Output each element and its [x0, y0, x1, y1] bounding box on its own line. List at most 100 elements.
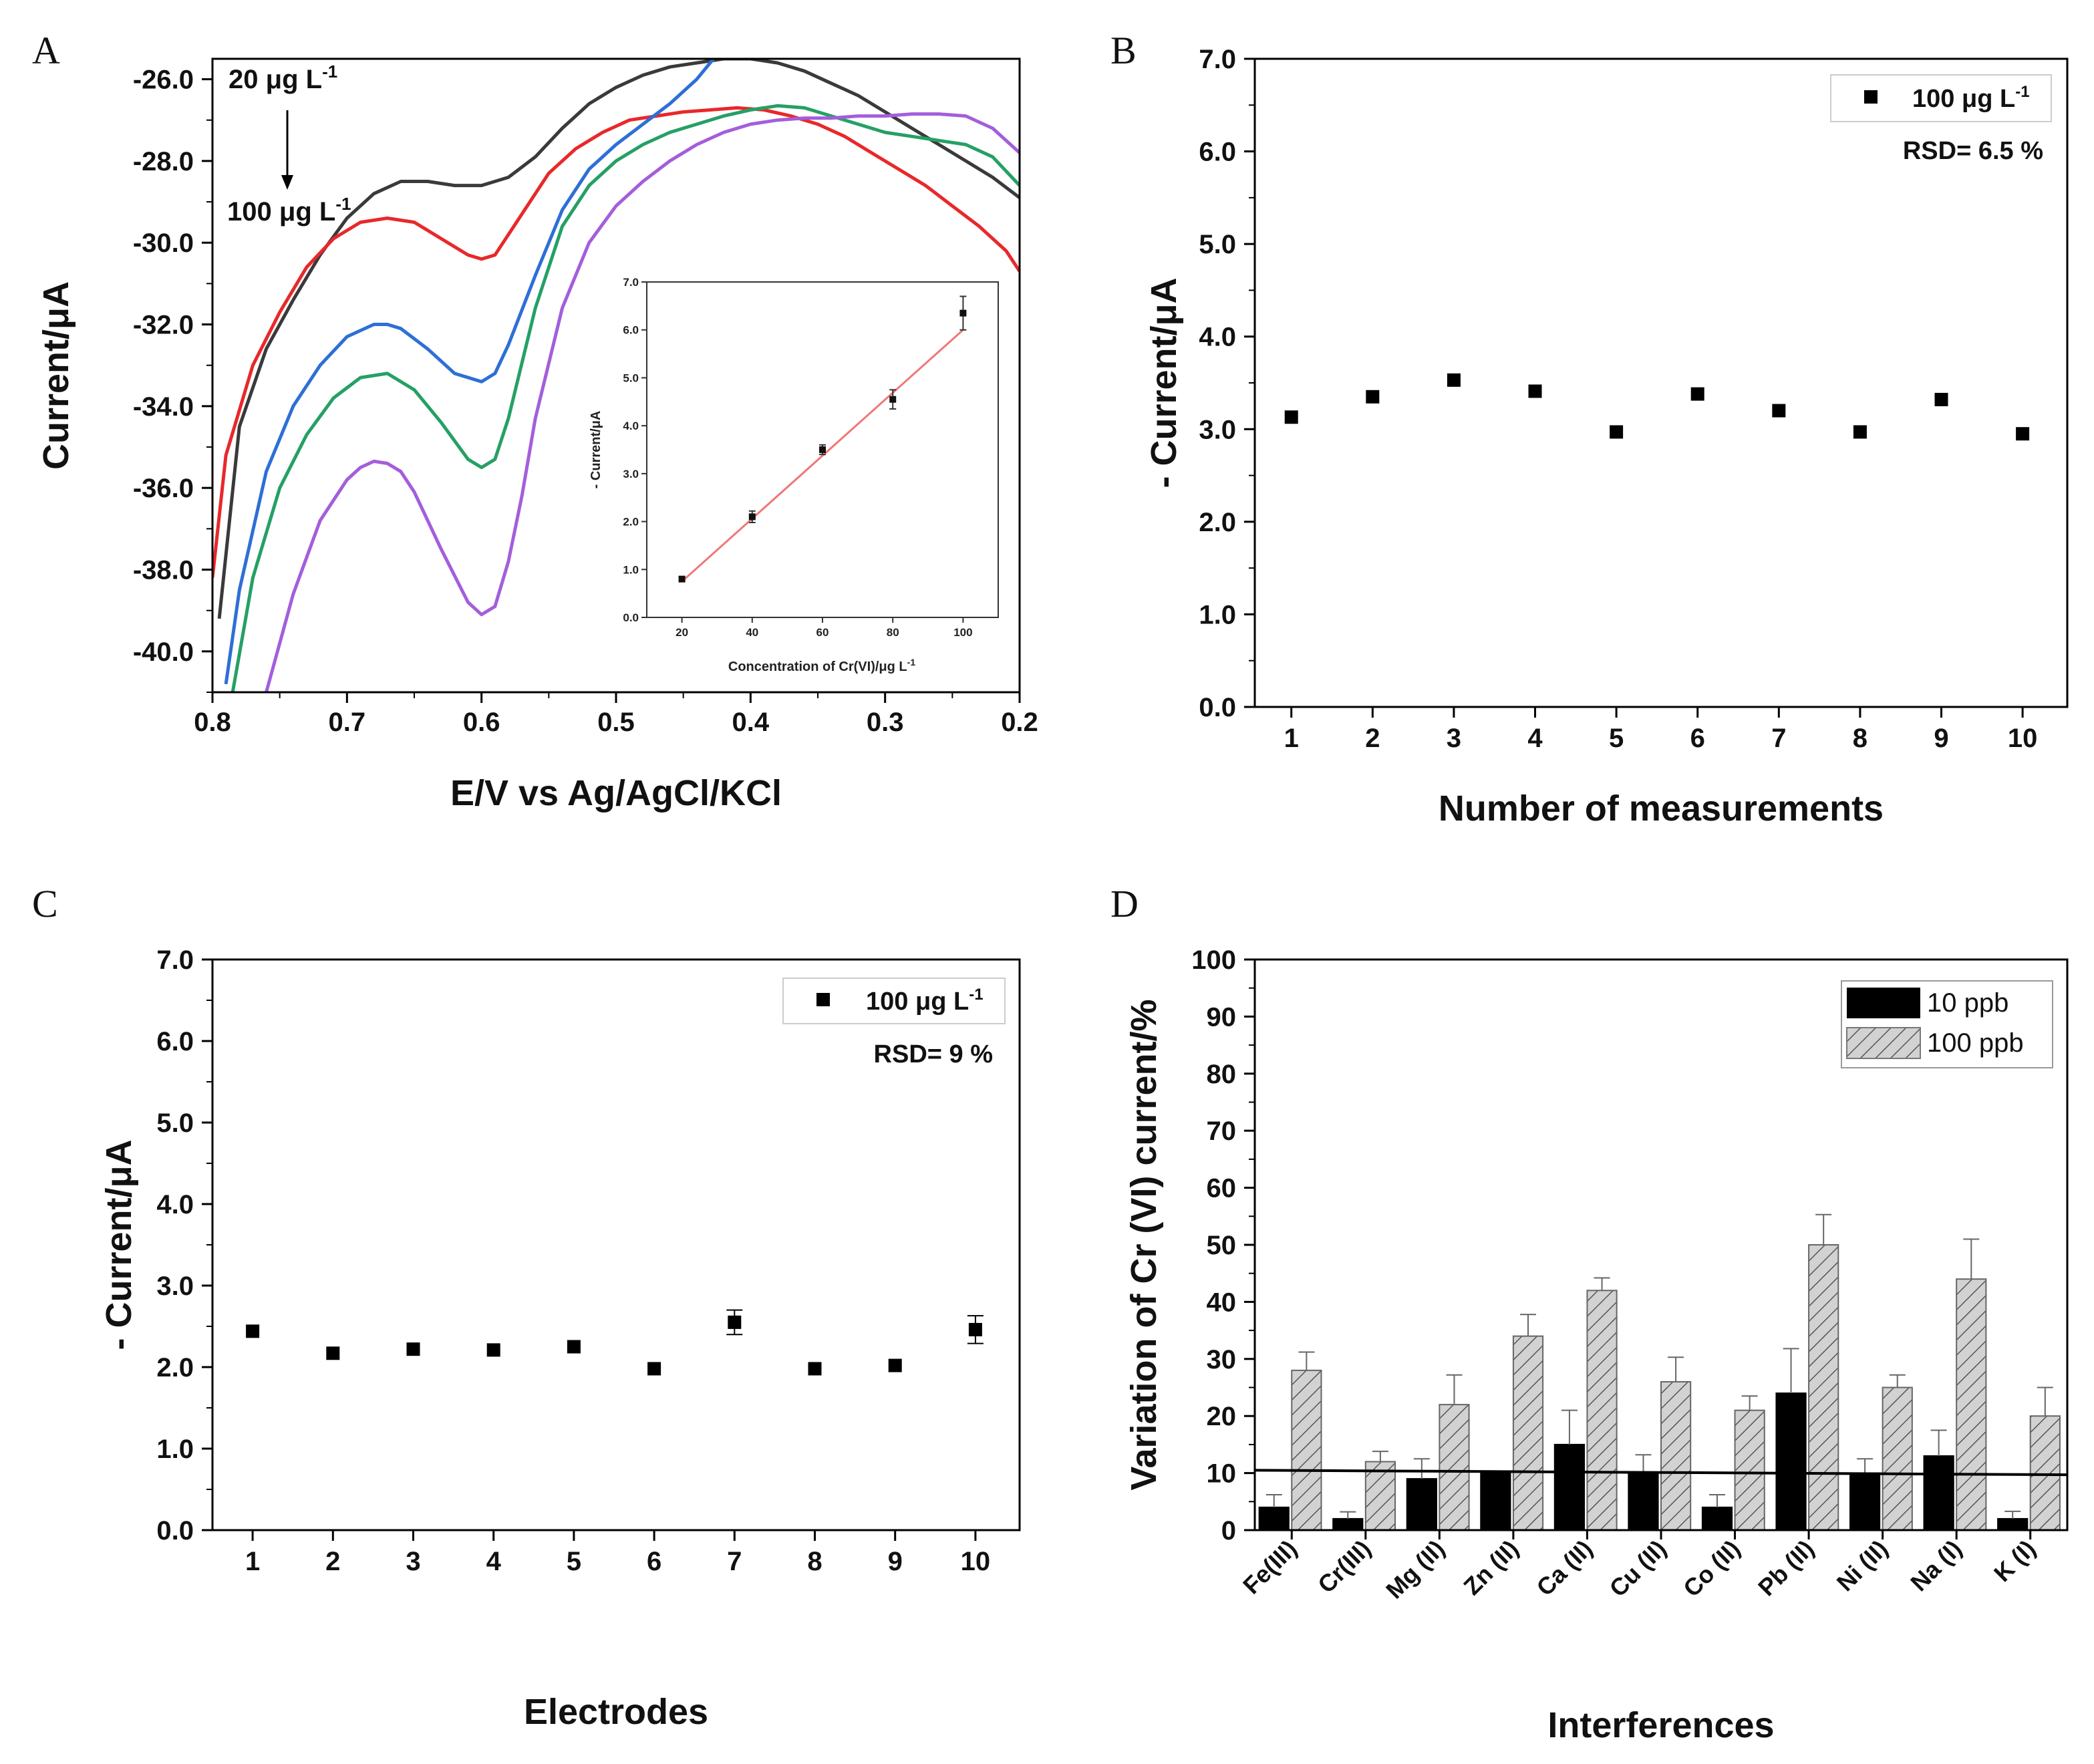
panel-d-y-tick-label: 20 — [1207, 1402, 1237, 1431]
inset-ticks: 20 40 60 80 100 0.0 1.0 2.0 3.0 4.0 5.0 6.0 7.0 — [623, 276, 972, 639]
panel-b-y-tick-label: 4.0 — [1199, 323, 1236, 352]
panel-a-curve-series — [212, 106, 1020, 578]
panel-c-y-axis-title: - Current/μA — [99, 1139, 139, 1350]
panel-d-y-tick-label: 90 — [1207, 1002, 1237, 1032]
panel-b-x-tick-label: 8 — [1853, 724, 1867, 753]
panel-c-frame — [211, 958, 1021, 1531]
panel-c-data-point — [968, 1322, 982, 1336]
panel-d-bar-100ppb — [1586, 1290, 1618, 1531]
panel-b-x-tick-label: 1 — [1284, 724, 1299, 753]
inset-y-tick-label: 4.0 — [623, 420, 639, 432]
panel-d-bar-10ppb — [1553, 1443, 1586, 1531]
panel-a-y-tick-label: -34.0 — [133, 392, 194, 422]
panel-d-y-tick-label: 50 — [1207, 1231, 1237, 1260]
inset-x-tick-label: 40 — [746, 626, 758, 639]
panel-b-y-tick-label: 2.0 — [1199, 508, 1236, 537]
panel-c-reproducibility: 1 2 3 4 5 6 7 8 9 10 0.0 1.0 2.0 3.0 4.0 5.0 6.0 7.0 Elec… — [99, 945, 1021, 1732]
panel-b-legend-marker — [1864, 90, 1878, 104]
panel-c-points — [246, 1309, 984, 1376]
panel-b-x-axis-title: Number of measurements — [1439, 788, 1884, 829]
panel-c-data-point — [246, 1324, 260, 1338]
panel-a-x-tick-label: 0.7 — [329, 708, 366, 737]
panel-d-legend-label-100ppb: 100 ppb — [1927, 1028, 2024, 1058]
panel-a-curve-series — [265, 112, 1020, 692]
panel-a-curve-series — [231, 104, 1020, 692]
inset-y-tick-label: 7.0 — [623, 276, 639, 289]
panel-c-y-tick-label: 6.0 — [156, 1027, 194, 1056]
panel-b-legend-sup: -1 — [2015, 83, 2029, 101]
panel-b-y-tick-label: 5.0 — [1199, 230, 1236, 259]
inset-y-tick-label: 5.0 — [623, 372, 639, 384]
panel-a-x-tick-label: 0.3 — [867, 708, 904, 737]
panel-b-data-point — [1853, 425, 1867, 439]
panel-b-repeatability: 1 2 3 4 5 6 7 8 9 10 0.0 1.0 2.0 3.0 4.0 5.0 6.0 7.0 Numb… — [1144, 45, 2069, 829]
panel-c-x-tick-label: 5 — [567, 1547, 581, 1576]
panel-a-y-axis-title: Current/μA — [36, 281, 76, 470]
panel-d-legend-swatch-10ppb — [1847, 988, 1920, 1018]
inset-x-tick-label: 100 — [953, 626, 972, 639]
panel-b-y-axis-title: - Current/μA — [1144, 277, 1184, 488]
panel-d-bar-100ppb — [1660, 1380, 1692, 1531]
panel-d-x-tick-label: Ni (II) — [1831, 1535, 1894, 1597]
panel-b-x-tick-label: 9 — [1934, 724, 1948, 753]
panel-a-y-tick-label: -40.0 — [133, 637, 194, 667]
panel-c-data-point — [486, 1343, 500, 1357]
inset-y-tick-label: 1.0 — [623, 563, 639, 576]
panel-b-points — [1284, 373, 2030, 441]
panel-d-bar-10ppb — [1923, 1455, 1954, 1531]
panel-c-x-axis-title: Electrodes — [524, 1692, 708, 1732]
panel-c-x-tick-label: 4 — [486, 1547, 502, 1576]
panel-a-arrow-head — [281, 175, 293, 190]
panel-d-x-tick-label: Cu (II) — [1604, 1535, 1672, 1602]
panel-c-x-tick-label: 2 — [325, 1547, 340, 1576]
panel-b-y-tick-label: 1.0 — [1199, 600, 1236, 629]
panel-a-annotation-bottom-sup: -1 — [335, 194, 351, 214]
panel-a-curve-series — [217, 59, 1020, 619]
panel-d-bar-10ppb — [1775, 1392, 1807, 1531]
panel-d-x-tick-label: Co (II) — [1678, 1535, 1745, 1602]
inset-data-point — [678, 575, 686, 583]
panel-d-x-tick-label: Cr(III) — [1312, 1535, 1376, 1598]
panel-d-bar-100ppb — [1882, 1386, 1913, 1531]
panel-b-frame — [1253, 57, 2069, 708]
panel-c-data-point — [808, 1362, 822, 1376]
panel-c-y-tick-label: 0.0 — [156, 1516, 194, 1546]
panel-b-data-point — [1284, 410, 1298, 424]
panel-b-x-tick-label: 2 — [1365, 724, 1380, 753]
panel-a-curves — [212, 59, 1020, 692]
panel-c-legend-label: 100 μg L-1 — [866, 986, 984, 1016]
inset-x-axis-title-sup: -1 — [907, 657, 916, 668]
panel-a-x-tick-label: 0.2 — [1001, 708, 1038, 737]
panel-b-y-tick-label: 7.0 — [1199, 45, 1236, 74]
inset-fit-line — [681, 329, 964, 583]
inset-data-point — [889, 396, 897, 403]
panel-d-bar-100ppb — [1808, 1244, 1839, 1531]
panel-c-x-tick-label: 8 — [807, 1547, 822, 1576]
panel-c-data-point — [567, 1340, 581, 1354]
panel-d-frame — [1253, 958, 2069, 1531]
panel-c-x-tick-label: 9 — [888, 1547, 903, 1576]
panel-a-x-axis-title: E/V vs Ag/AgCl/KCl — [450, 773, 782, 813]
panel-c-ticks: 1 2 3 4 5 6 7 8 9 10 0.0 1.0 2.0 3.0 4.0 5.0 6.0 7.0 — [156, 945, 990, 1576]
panel-b-x-tick-label: 4 — [1527, 724, 1543, 753]
panel-d-y-axis-title: Variation of Cr (VI) current/% — [1124, 999, 1164, 1490]
inset-data-point — [748, 513, 756, 521]
panel-d-x-tick-label: Mg (II) — [1380, 1535, 1450, 1604]
panel-a-y-tick-label: -28.0 — [133, 147, 194, 176]
panel-a-curve-series — [224, 59, 716, 685]
panel-b-data-point — [1690, 387, 1704, 401]
panel-a-inset-calibration: 20 40 60 80 100 0.0 1.0 2.0 3.0 4.0 5.0 6.0 7.0 Conc… — [589, 276, 999, 674]
panel-b-x-tick-label: 10 — [2008, 724, 2038, 753]
panel-d-bar-10ppb — [1628, 1472, 1659, 1531]
panel-d-bar-10ppb — [1997, 1517, 2029, 1531]
panel-d-bar-100ppb — [1512, 1335, 1544, 1531]
panel-c-legend-marker — [816, 993, 830, 1006]
panel-d-legend-label-10ppb: 10 ppb — [1927, 988, 2008, 1018]
inset-y-tick-label: 6.0 — [623, 324, 639, 337]
inset-x-axis-title: Concentration of Cr(VI)/μg L-1 — [728, 657, 915, 674]
panel-c-y-tick-label: 2.0 — [156, 1353, 194, 1382]
panel-b-rsd-note: RSD= 6.5 % — [1903, 137, 2043, 165]
panel-d-bar-10ppb — [1849, 1472, 1881, 1531]
panel-b-data-point — [1366, 390, 1380, 404]
